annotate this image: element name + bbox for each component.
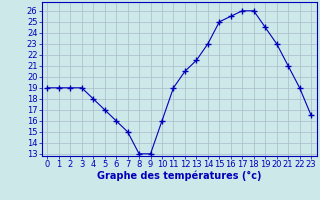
X-axis label: Graphe des températures (°c): Graphe des températures (°c) <box>97 171 261 181</box>
